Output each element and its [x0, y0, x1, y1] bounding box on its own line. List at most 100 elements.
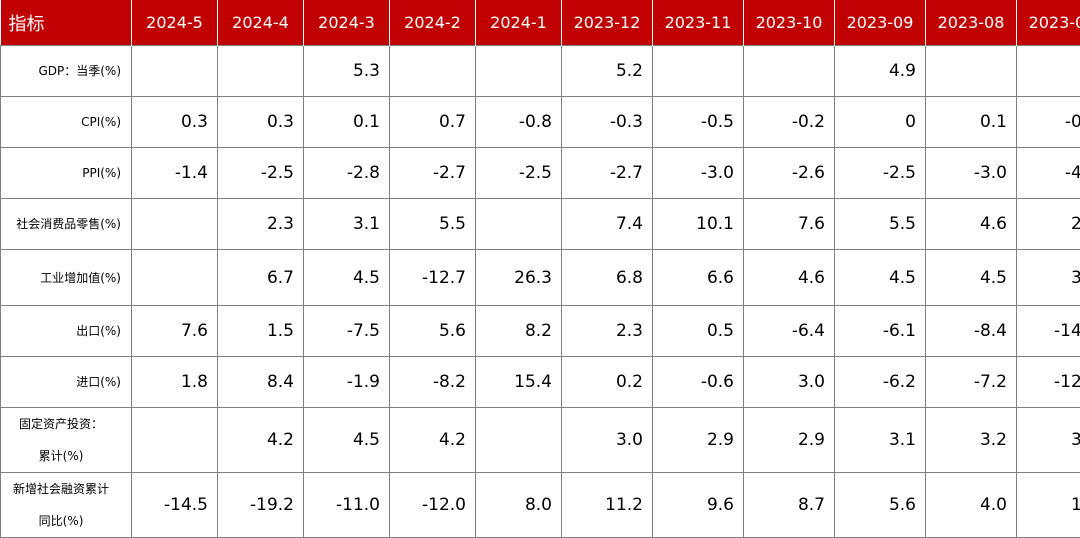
- row-label: CPI(%): [1, 97, 132, 148]
- table-cell: 3.0: [744, 357, 835, 408]
- table-cell: -0.3: [562, 97, 653, 148]
- header-period: 2024-3: [304, 0, 390, 46]
- header-period: 2023-07: [1017, 0, 1080, 46]
- table-cell: 8.7: [744, 473, 835, 538]
- table-cell: 8.0: [476, 473, 562, 538]
- table-cell: 0.2: [562, 357, 653, 408]
- table-cell: 2.9: [653, 408, 744, 473]
- header-period: 2023-11: [653, 0, 744, 46]
- table-cell: -14.5: [132, 473, 218, 538]
- table-cell: 4.5: [304, 250, 390, 306]
- header-indicator-label: 指标: [1, 0, 132, 46]
- table-row: PPI(%)-1.4-2.5-2.8-2.7-2.5-2.7-3.0-2.6-2…: [1, 148, 1080, 199]
- table-cell: -8.2: [390, 357, 476, 408]
- table-cell: 5.6: [835, 473, 926, 538]
- table-cell: -7.2: [926, 357, 1017, 408]
- table-cell: -12.0: [390, 473, 476, 538]
- row-label: GDP：当季(%): [1, 46, 132, 97]
- table-cell: [390, 46, 476, 97]
- table-cell: [476, 408, 562, 473]
- table-cell: 4.5: [926, 250, 1017, 306]
- table-cell: 3.7: [1017, 250, 1080, 306]
- table-cell: 8.2: [476, 306, 562, 357]
- row-label: PPI(%): [1, 148, 132, 199]
- table-cell: 26.3: [476, 250, 562, 306]
- table-cell: [218, 46, 304, 97]
- row-label: 社会消费品零售(%): [1, 199, 132, 250]
- table-cell: 6.8: [562, 250, 653, 306]
- table-cell: 7.6: [132, 306, 218, 357]
- table-cell: [476, 199, 562, 250]
- table-cell: [476, 46, 562, 97]
- table-cell: -7.5: [304, 306, 390, 357]
- table-row: 工业增加值(%)6.74.5-12.726.36.86.64.64.54.53.…: [1, 250, 1080, 306]
- row-label: 进口(%): [1, 357, 132, 408]
- table-cell: 3.1: [835, 408, 926, 473]
- header-period: 2023-10: [744, 0, 835, 46]
- table-cell: -3.0: [653, 148, 744, 199]
- table-cell: 4.0: [926, 473, 1017, 538]
- row-label-line: 固定资产投资：: [1, 408, 121, 440]
- table-cell: 0.3: [218, 97, 304, 148]
- table-cell: 0.1: [926, 97, 1017, 148]
- table-cell: -2.8: [304, 148, 390, 199]
- table-cell: [132, 250, 218, 306]
- table-cell: -0.3: [1017, 97, 1080, 148]
- table-cell: 15.4: [476, 357, 562, 408]
- table-cell: [132, 408, 218, 473]
- table-cell: 3.1: [304, 199, 390, 250]
- table-cell: 5.5: [835, 199, 926, 250]
- row-label-line: 同比(%): [1, 505, 121, 537]
- table-cell: -0.6: [653, 357, 744, 408]
- table-cell: 5.5: [390, 199, 476, 250]
- table-cell: -2.7: [390, 148, 476, 199]
- table-row: 社会消费品零售(%)2.33.15.57.410.17.65.54.62.5: [1, 199, 1080, 250]
- table-cell: 5.6: [390, 306, 476, 357]
- table-cell: 1.5: [218, 306, 304, 357]
- table-cell: 9.6: [653, 473, 744, 538]
- table-cell: 5.2: [562, 46, 653, 97]
- table-cell: 3.2: [926, 408, 1017, 473]
- table-cell: -0.2: [744, 97, 835, 148]
- table-cell: -3.0: [926, 148, 1017, 199]
- table-cell: 0.5: [653, 306, 744, 357]
- table-cell: 0.7: [390, 97, 476, 148]
- table-cell: 4.6: [926, 199, 1017, 250]
- table-cell: -2.5: [476, 148, 562, 199]
- table-cell: 2.9: [744, 408, 835, 473]
- header-period: 2023-08: [926, 0, 1017, 46]
- row-label-line: 新增社会融资累计: [1, 473, 121, 505]
- table-cell: [132, 46, 218, 97]
- row-label: 新增社会融资累计同比(%): [1, 473, 132, 538]
- table-cell: -8.4: [926, 306, 1017, 357]
- table-cell: 1.8: [132, 357, 218, 408]
- table-cell: 0.1: [304, 97, 390, 148]
- table-cell: 0.3: [132, 97, 218, 148]
- table-cell: -2.5: [218, 148, 304, 199]
- table-cell: 3.4: [1017, 408, 1080, 473]
- table-cell: 0: [835, 97, 926, 148]
- header-period: 2024-2: [390, 0, 476, 46]
- table-row: 固定资产投资：累计(%)4.24.54.23.02.92.93.13.23.4: [1, 408, 1080, 473]
- table-cell: 10.1: [653, 199, 744, 250]
- table-cell: -0.8: [476, 97, 562, 148]
- table-cell: -1.4: [132, 148, 218, 199]
- table-cell: 7.6: [744, 199, 835, 250]
- header-period: 2024-5: [132, 0, 218, 46]
- table-cell: -12.7: [390, 250, 476, 306]
- table-cell: -6.4: [744, 306, 835, 357]
- table-cell: [653, 46, 744, 97]
- table-cell: 2.3: [562, 306, 653, 357]
- table-cell: 3.0: [562, 408, 653, 473]
- table-cell: 1.4: [1017, 473, 1080, 538]
- table-cell: 7.4: [562, 199, 653, 250]
- table-cell: 8.4: [218, 357, 304, 408]
- row-label: 出口(%): [1, 306, 132, 357]
- table-cell: 6.6: [653, 250, 744, 306]
- table-cell: 11.2: [562, 473, 653, 538]
- table-cell: 2.5: [1017, 199, 1080, 250]
